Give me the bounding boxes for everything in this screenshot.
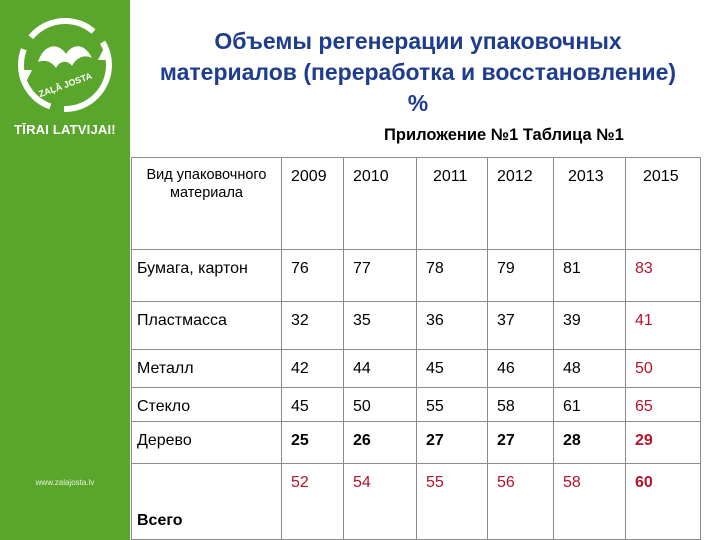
table-cell: 48 [553,349,626,388]
table-cell: 55 [416,463,488,540]
row-label: Бумага, картон [131,249,282,302]
website-link[interactable]: www.zalajosta.lv [35,478,95,487]
table-cell: 42 [281,349,344,388]
header-year: 2009 [281,157,344,250]
table-cell: 37 [487,301,554,350]
table-cell: 46 [487,349,554,388]
table-cell: 83 [625,249,701,302]
page-title: Объемы регенерации упаковочных материало… [159,28,677,116]
table-row: Дерево 25 26 27 27 28 29 [131,421,701,464]
row-label: Пластмасса [131,301,282,350]
table-cell: 27 [416,421,488,464]
recycling-table: Вид упаковочного материала 2009 2010 201… [131,157,701,540]
table-cell: 27 [487,421,554,464]
table-cell: 78 [416,249,488,302]
table-cell: 61 [553,387,626,422]
table-cell: 79 [487,249,554,302]
table-cell: 35 [343,301,417,350]
table-cell: 58 [487,387,554,422]
zala-josta-logo: ZAĻĀ JOSTA [18,18,112,112]
table-cell: 28 [553,421,626,464]
brand-sidebar: ZAĻĀ JOSTA TĪRAI LATVIJAI! www.zalajosta… [0,0,130,540]
logo-text: ZAĻĀ JOSTA [37,71,93,100]
row-label: Металл [131,349,282,388]
header-year: 2011 [416,157,488,250]
header-year: 2015 [625,157,701,250]
header-year: 2010 [343,157,417,250]
row-label-total: Всего [131,463,282,540]
table-cell: 32 [281,301,344,350]
table-cell: 39 [553,301,626,350]
table-cell: 44 [343,349,417,388]
total-label: Всего [137,512,183,529]
header-material-type: Вид упаковочного материала [131,157,282,250]
table-cell: 55 [416,387,488,422]
table-cell: 50 [343,387,417,422]
table-row: Бумага, картон 76 77 78 79 81 83 [131,249,701,302]
table-cell: 81 [553,249,626,302]
table-cell: 77 [343,249,417,302]
table-header-row: Вид упаковочного материала 2009 2010 201… [131,157,701,250]
table-cell: 60 [625,463,701,540]
table-caption: Приложение №1 Таблица №1 [384,126,624,144]
table-cell: 26 [343,421,417,464]
table-cell: 45 [281,387,344,422]
table-cell: 29 [625,421,701,464]
table-cell: 56 [487,463,554,540]
table-cell: 54 [343,463,417,540]
brand-tagline: TĪRAI LATVIJAI! [14,122,116,137]
table-cell: 65 [625,387,701,422]
row-label: Стекло [131,387,282,422]
table-cell: 25 [281,421,344,464]
row-label: Дерево [131,421,282,464]
table-cell: 58 [553,463,626,540]
table-row: Металл 42 44 45 46 48 50 [131,349,701,388]
table-cell: 76 [281,249,344,302]
header-year: 2013 [553,157,626,250]
header-year: 2012 [487,157,554,250]
table-cell: 36 [416,301,488,350]
table-cell: 41 [625,301,701,350]
table-total-row: Всего 52 54 55 56 58 60 [131,463,701,540]
table-row: Пластмасса 32 35 36 37 39 41 [131,301,701,350]
table-cell: 52 [281,463,344,540]
table-cell: 50 [625,349,701,388]
table-row: Стекло 45 50 55 58 61 65 [131,387,701,422]
table-cell: 45 [416,349,488,388]
